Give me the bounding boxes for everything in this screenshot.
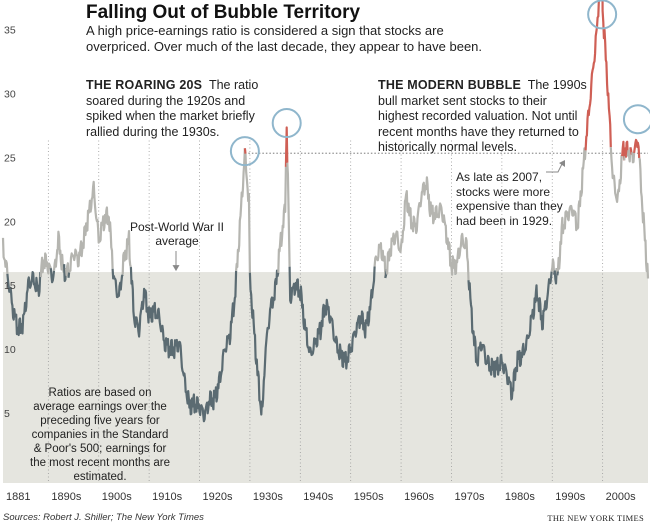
- series-segment: [243, 148, 247, 154]
- peak-circle: [271, 108, 302, 139]
- series-segment: [286, 162, 291, 267]
- x-tick-label: 1970s: [454, 491, 484, 503]
- series-segment: [556, 271, 559, 276]
- series-segment: [235, 148, 246, 271]
- series-segment: [68, 180, 114, 273]
- roaring-heading: THE ROARING 20S: [86, 78, 203, 92]
- modern-heading: THE MODERN BUBBLE: [378, 78, 521, 92]
- series-segment: [609, 147, 623, 203]
- x-tick-label: 1900s: [102, 491, 132, 503]
- series-segment: [248, 269, 280, 416]
- publisher-credit: THE NEW YORK TIMES: [547, 513, 644, 523]
- series-segment: [556, 147, 587, 272]
- y-axis-ticks: 5 10 15 20 25 30 35: [4, 25, 16, 421]
- series-segment: [638, 157, 650, 279]
- series-segment: [6, 271, 42, 337]
- x-tick-label: 1960s: [404, 491, 434, 503]
- x-tick-label: 1910s: [152, 491, 182, 503]
- x-tick-label: 1881: [6, 491, 30, 503]
- postwar-pointer-head: [172, 265, 180, 272]
- y-tick-label: 15: [4, 280, 16, 292]
- series-segment: [129, 267, 238, 423]
- as-late-pointer: [546, 163, 563, 173]
- series-segment: [626, 147, 632, 163]
- series-segment: [631, 152, 636, 164]
- roaring-text: The ratio soared during the 1920s and sp…: [86, 78, 259, 139]
- series-segment: [454, 232, 470, 281]
- sources-credit: Sources: Robert J. Shiller; The New York…: [3, 512, 204, 523]
- peak-circle: [229, 136, 260, 167]
- series-segment: [553, 268, 558, 285]
- series-segment: [1, 237, 9, 274]
- series-segment: [49, 268, 56, 284]
- x-axis-ticks: 1881 1890s 1900s 1910s 1920s 1930s 1940s 1950s 1…: [6, 491, 636, 503]
- x-tick-label: 1950s: [354, 491, 384, 503]
- annotation-modern-bubble: THE MODERN BUBBLE The 1990s bull market …: [378, 78, 588, 156]
- series-segment: [39, 252, 52, 278]
- series-segment: [633, 138, 641, 159]
- y-tick-label: 30: [4, 88, 16, 100]
- pe-ratio-line: [1, 0, 650, 423]
- y-tick-label: 35: [4, 25, 16, 37]
- x-tick-label: 1990s: [555, 491, 585, 503]
- series-segment: [64, 262, 70, 278]
- series-segment: [277, 166, 287, 273]
- x-tick-label: 1920s: [203, 491, 233, 503]
- as-late-pointer-head: [559, 160, 565, 167]
- series-segment: [52, 230, 66, 273]
- series-segment: [623, 140, 629, 158]
- series-segment: [550, 258, 556, 275]
- x-tick-label: 1930s: [253, 491, 283, 503]
- series-segment: [584, 0, 612, 151]
- x-tick-label: 1940s: [303, 491, 333, 503]
- x-tick-label: 1890s: [51, 491, 81, 503]
- y-tick-label: 20: [4, 216, 16, 228]
- postwar-average-pointer: [172, 251, 180, 272]
- peak-circle: [587, 0, 618, 30]
- series-segment: [67, 272, 71, 278]
- series-segment: [121, 230, 132, 275]
- y-tick-label: 5: [4, 408, 10, 420]
- peak-circle: [622, 104, 650, 135]
- chart-subtitle: A high price-earnings ratio is considere…: [86, 23, 483, 54]
- series-segment: [467, 271, 553, 401]
- x-tick-label: 2000s: [606, 491, 636, 503]
- series-segment: [623, 155, 626, 161]
- series-segment: [288, 266, 376, 370]
- series-segment: [385, 176, 457, 276]
- annotation-as-late-2007: As late as 2007, stocks were more expens…: [456, 170, 563, 228]
- modern-text: The 1990s bull market sent stocks to the…: [378, 78, 587, 154]
- y-tick-label: 10: [4, 344, 16, 356]
- series-segment: [284, 126, 289, 167]
- chart-title: Falling Out of Bubble Territory: [86, 2, 361, 23]
- y-tick-label: 25: [4, 152, 16, 164]
- x-tick-label: 1980s: [505, 491, 535, 503]
- series-segment: [373, 242, 387, 279]
- peak-highlight-circles: [229, 0, 650, 167]
- series-segment: [621, 140, 626, 161]
- annotation-postwar-average: Post-World War II average: [129, 220, 224, 248]
- series-segment: [111, 268, 124, 299]
- annotation-ratios-note: Ratios are based on average earnings ove…: [30, 387, 170, 483]
- series-segment: [244, 153, 251, 273]
- annotation-roaring-20s: THE ROARING 20S The ratio soared during …: [86, 78, 264, 140]
